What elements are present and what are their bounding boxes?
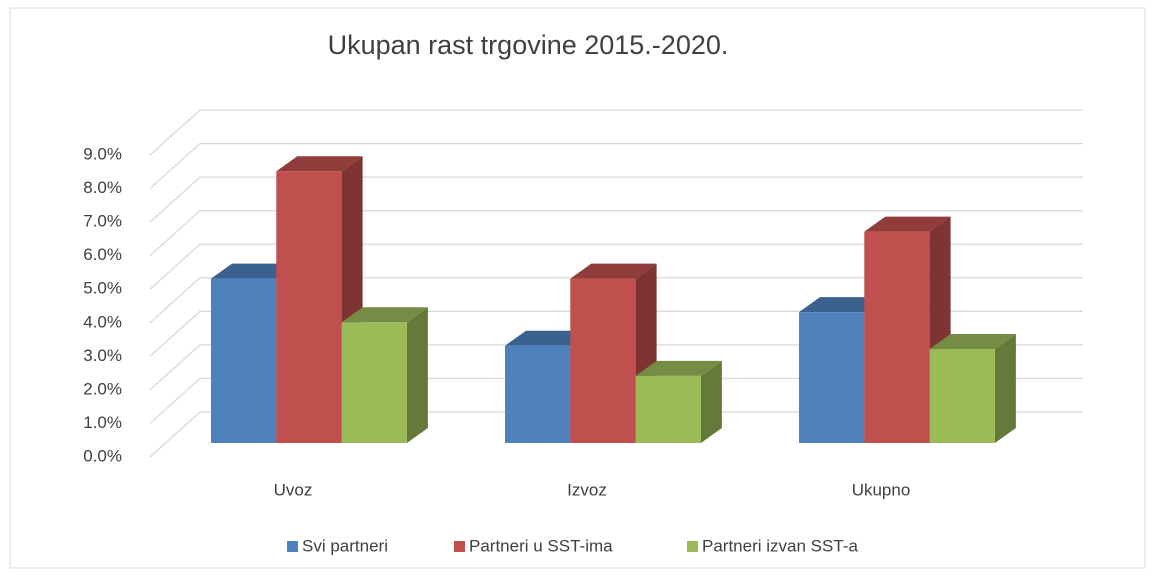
y-tick-label: 9.0% (83, 144, 122, 163)
bar-top (341, 307, 428, 323)
grid-line (149, 109, 1083, 156)
grid-line (149, 176, 1083, 223)
bar-front (505, 345, 571, 443)
x-tick-label: Izvoz (567, 480, 607, 499)
legend-label: Partneri u SST-ima (469, 536, 613, 555)
grid-line (149, 411, 1083, 458)
legend-swatch (687, 541, 698, 552)
bar-side (406, 307, 428, 443)
x-tick-label: Uvoz (274, 480, 313, 499)
bar-top (505, 330, 592, 346)
y-tick-label: 0.0% (83, 446, 122, 465)
bar-side (700, 360, 722, 443)
legend-label: Svi partneri (302, 536, 388, 555)
bar-front (570, 278, 636, 443)
chart-title: Ukupan rast trgovine 2015.-2020. (328, 30, 729, 60)
bar (929, 334, 1016, 443)
bar-top (635, 360, 722, 376)
legend-swatch (454, 541, 465, 552)
grid-line (149, 277, 1083, 324)
y-tick-label: 3.0% (83, 346, 122, 365)
bar-side (994, 334, 1016, 443)
grid-line (149, 142, 1083, 190)
bar-front (929, 349, 995, 443)
legend-label: Partneri izvan SST-a (702, 536, 858, 555)
y-tick-label: 4.0% (83, 312, 122, 331)
bar-top (211, 263, 298, 279)
y-tick-label: 8.0% (83, 178, 122, 197)
bar-front (276, 171, 342, 443)
bar-front (799, 312, 865, 443)
bar-front (864, 231, 930, 443)
y-tick-label: 7.0% (83, 212, 122, 231)
bar-top (799, 297, 886, 313)
grid-line (149, 210, 1083, 257)
bar-front (211, 278, 277, 443)
legend-swatch (287, 541, 298, 552)
bar-top (276, 156, 363, 172)
bar (635, 360, 722, 443)
bar-front (635, 375, 701, 443)
y-tick-label: 6.0% (83, 245, 122, 264)
grid-line (149, 310, 1083, 357)
y-tick-label: 2.0% (83, 379, 122, 398)
grid-line (149, 243, 1083, 290)
bar (341, 307, 428, 443)
y-tick-label: 5.0% (83, 279, 122, 298)
grid-line (149, 344, 1083, 391)
x-tick-label: Ukupno (852, 480, 911, 499)
bar-top (864, 216, 951, 232)
bar-top (929, 334, 1016, 350)
grid-line (149, 377, 1083, 424)
y-tick-label: 1.0% (83, 413, 122, 432)
bar-front (341, 322, 407, 443)
bar-top (570, 263, 657, 279)
